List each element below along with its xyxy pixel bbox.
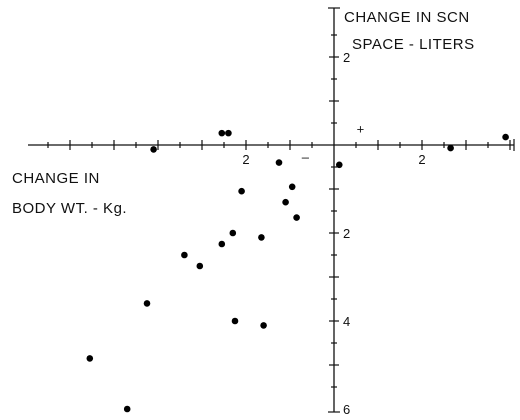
x-axis-label-line2: BODY WT. - Kg.	[12, 200, 127, 217]
sign-mark: +	[357, 122, 365, 137]
sign-marks: +–	[302, 122, 364, 165]
x-axis-label-line1: CHANGE IN	[12, 170, 100, 187]
data-point	[218, 240, 226, 248]
data-point	[225, 129, 232, 137]
data-point	[238, 187, 245, 195]
data-point	[218, 129, 226, 137]
data-point	[258, 234, 265, 241]
sign-mark: –	[302, 149, 310, 164]
data-point	[196, 262, 204, 270]
y-tick-label: 2	[343, 226, 350, 241]
data-point	[260, 322, 267, 329]
data-point	[123, 405, 131, 413]
data-point	[86, 355, 94, 362]
data-point	[150, 146, 157, 153]
data-point	[275, 159, 283, 166]
y-axis-ticks	[328, 7, 340, 413]
data-point	[335, 161, 343, 169]
x-tick-label: 2	[242, 152, 249, 167]
data-points	[86, 129, 509, 413]
tick-labels: 2 2 2 2 4 6	[242, 50, 425, 417]
x-axis-ticks	[47, 139, 515, 151]
data-point	[181, 251, 188, 259]
y-tick-label: 4	[343, 314, 350, 329]
data-point	[447, 144, 454, 152]
y-axis-label-line2: SPACE - LITERS	[352, 36, 475, 53]
data-point	[502, 133, 509, 141]
data-point	[288, 183, 296, 191]
y-axis-label-line1: CHANGE IN SCN	[344, 9, 470, 26]
y-tick-label: 6	[343, 402, 350, 417]
data-point	[293, 214, 300, 221]
data-point	[282, 198, 289, 206]
y-tick-label: 2	[343, 50, 350, 65]
data-point	[231, 317, 239, 325]
x-tick-label: 2	[418, 152, 425, 167]
data-point	[143, 300, 151, 307]
data-point	[229, 229, 237, 237]
